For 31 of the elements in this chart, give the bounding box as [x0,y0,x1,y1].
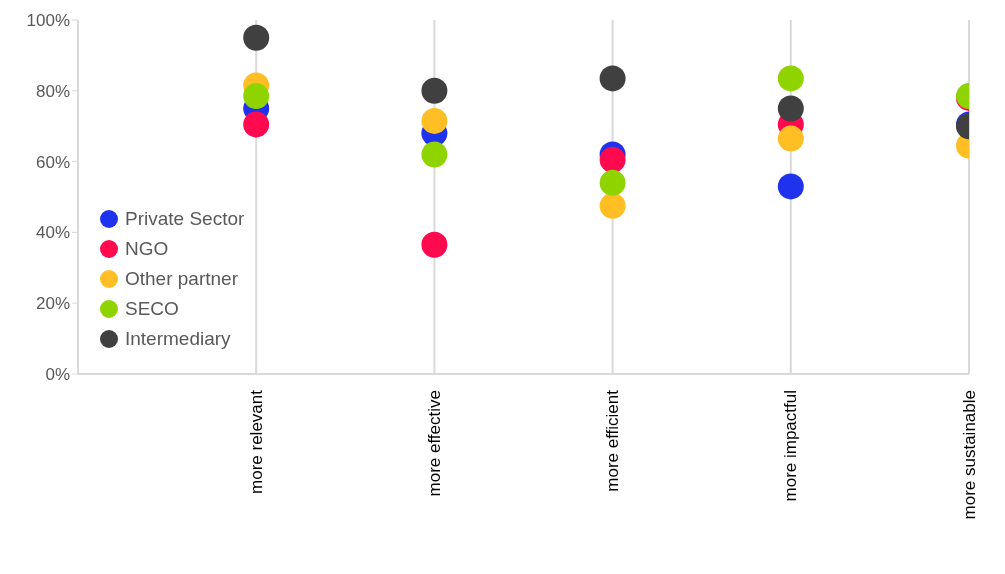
x-tick-label: more relevant [246,389,266,494]
legend-label: Intermediary [125,328,231,350]
x-tick-label: more efficient [603,389,623,492]
y-tick-label: 40% [35,223,70,243]
point [421,77,448,104]
point [777,65,804,92]
legend-label: SECO [125,298,179,320]
point [777,95,804,122]
point [599,192,626,219]
y-tick-label: 0% [45,365,70,385]
point [243,83,270,110]
legend-label: NGO [125,238,169,260]
point [599,146,626,173]
point [777,125,804,152]
x-tick-label: more effective [424,390,444,497]
point [243,24,270,51]
point [421,231,448,258]
point [421,141,448,168]
x-tick-label: more sustainable [959,390,979,520]
point [599,65,626,92]
y-tick-label: 80% [35,81,70,101]
point [243,111,270,138]
point [777,173,804,200]
point [421,107,448,134]
x-tick-label: more impactful [781,390,801,502]
legend-label: Private Sector [125,208,245,230]
y-tick-label: 20% [35,294,70,314]
legend-label: Other partner [125,268,238,290]
point [599,169,626,196]
y-tick-label: 60% [35,152,70,172]
y-tick-label: 100% [26,11,70,31]
